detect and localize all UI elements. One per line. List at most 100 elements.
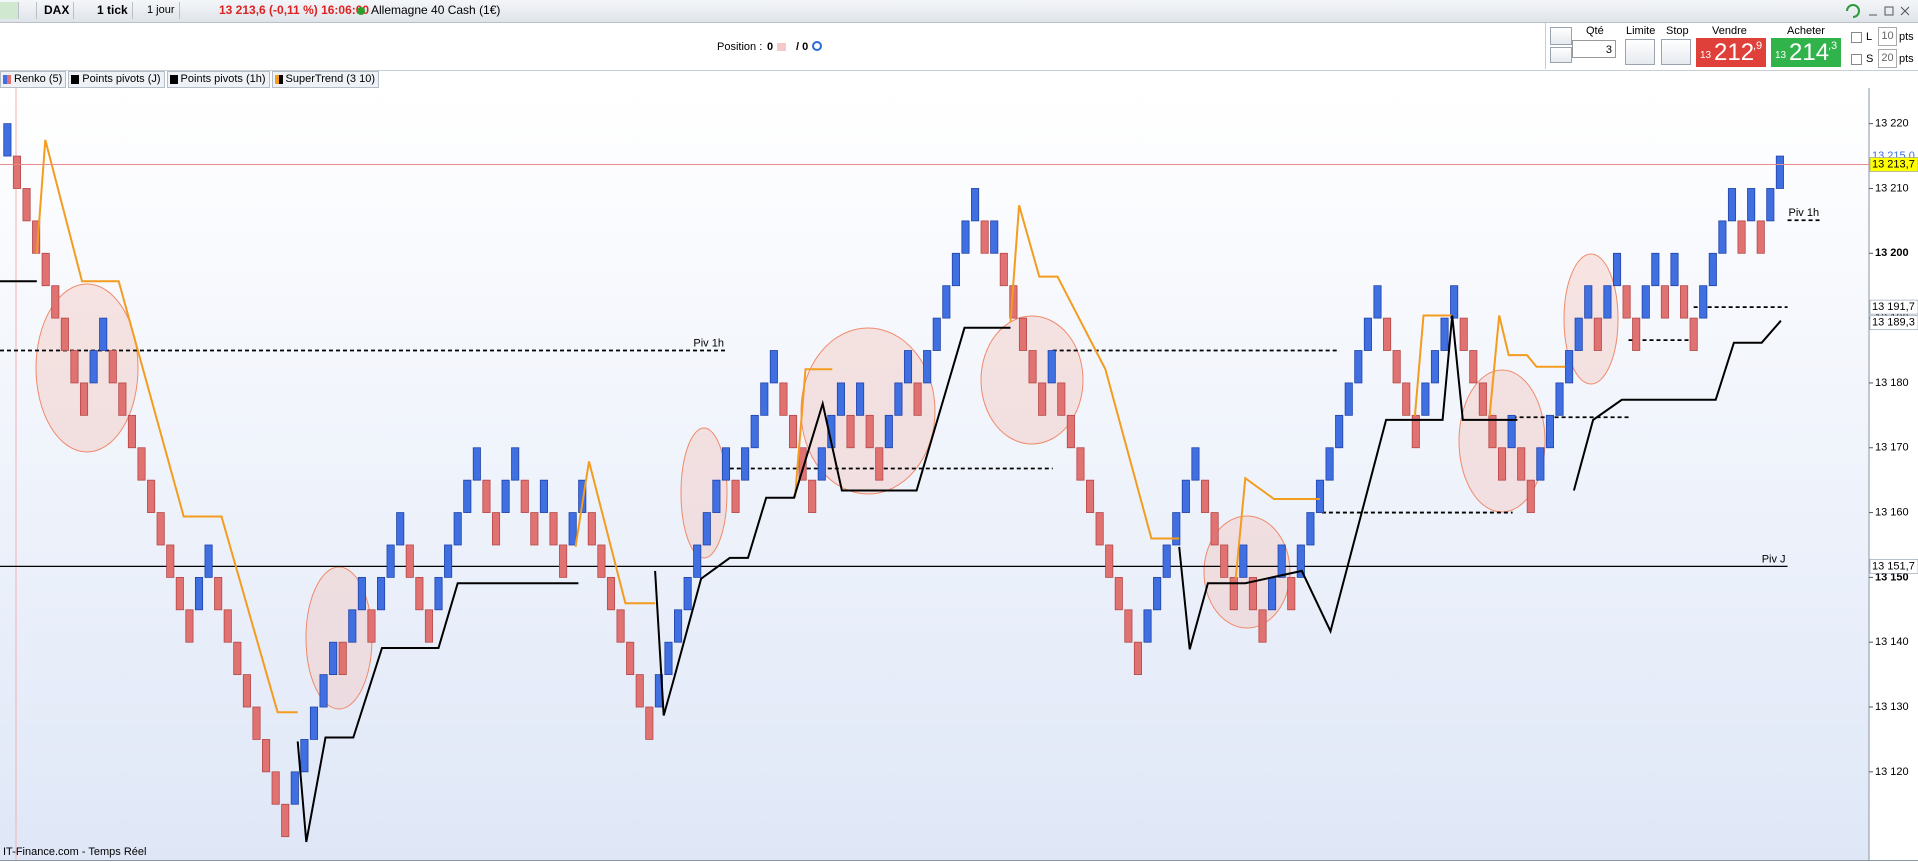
l-input[interactable]: 10 (1878, 27, 1897, 46)
renko-brick (118, 382, 127, 416)
s-input[interactable]: 20 (1878, 49, 1897, 68)
renko-brick (980, 220, 989, 254)
y-tick-label: 13 140 (1875, 636, 1909, 648)
annotation-ellipse[interactable] (680, 427, 728, 559)
renko-brick (204, 544, 213, 578)
position-icon[interactable] (777, 43, 786, 51)
renko-brick (329, 641, 338, 676)
limit-label: Limite (1626, 25, 1656, 37)
price-marker-box (1869, 157, 1918, 172)
renko-brick (578, 479, 587, 513)
renko-brick (1277, 544, 1286, 578)
position-label: Position : (717, 41, 763, 53)
renko-brick (903, 350, 913, 384)
interval[interactable]: 1 tick (93, 2, 133, 19)
renko-brick (338, 641, 347, 676)
tool-button[interactable] (1550, 27, 1572, 45)
sell-button[interactable]: 13 212 ,9 (1696, 38, 1766, 67)
renko-brick (999, 252, 1008, 287)
renko-brick (1229, 576, 1238, 611)
renko-brick (1402, 382, 1411, 416)
legend-item[interactable]: Points pivots (J) (68, 71, 165, 88)
renko-brick (1775, 155, 1784, 189)
renko-brick (1162, 544, 1171, 578)
legend-label: Points pivots (J) (82, 73, 161, 85)
toolbar: DAX 1 tick 1 jour 13 213,6 (-0,11 %) 16:… (0, 0, 1918, 23)
renko-brick (616, 609, 625, 643)
sell-prefix: 13 (1700, 50, 1712, 61)
keyboard-button[interactable] (1550, 47, 1572, 63)
limit-button[interactable] (1625, 39, 1655, 65)
renko-brick (41, 252, 50, 287)
legend-item[interactable]: SuperTrend (3 10) (271, 71, 380, 88)
status-dot (357, 7, 365, 15)
renko-brick (788, 414, 798, 449)
renko-brick (223, 609, 232, 643)
chart-icon[interactable] (0, 2, 19, 19)
stop-button[interactable] (1661, 39, 1691, 65)
renko-brick (779, 382, 788, 416)
renko-brick (549, 512, 558, 546)
refresh-icon[interactable] (1846, 4, 1860, 18)
buy-button[interactable]: 13 214 ,3 (1771, 38, 1841, 67)
renko-brick (1498, 447, 1507, 481)
y-tick-label: 13 160 (1875, 506, 1909, 518)
buy-main: 214 (1789, 39, 1830, 66)
renko-brick (1028, 350, 1037, 384)
renko-brick (1133, 641, 1142, 676)
legend-item[interactable]: Points pivots (1h) (166, 71, 270, 88)
renko-brick (1363, 317, 1372, 351)
quote: 13 213,6 (-0,11 %) 16:06:00 (219, 3, 370, 17)
renko-brick (1200, 479, 1210, 513)
legend-item[interactable]: Renko (5) (0, 71, 67, 88)
y-tick-label: 13 120 (1875, 766, 1909, 778)
symbol[interactable]: DAX (40, 2, 75, 19)
renko-brick (1517, 447, 1526, 481)
renko-brick (281, 803, 290, 838)
renko-brick (1488, 414, 1497, 449)
buy-prefix: 13 (1775, 50, 1787, 61)
maximize[interactable] (1884, 6, 1894, 16)
renko-brick (12, 155, 21, 189)
renko-brick (271, 771, 280, 805)
renko-brick (1718, 220, 1727, 254)
period[interactable]: 1 jour (143, 2, 180, 19)
qty-input[interactable]: 3 (1572, 40, 1616, 58)
buy-decimal: ,3 (1828, 40, 1838, 52)
renko-brick (664, 641, 673, 676)
renko-brick (262, 739, 271, 773)
renko-brick (1584, 285, 1593, 319)
renko-brick (1469, 350, 1478, 384)
renko-brick (501, 479, 510, 513)
renko-brick (1086, 479, 1095, 513)
renko-brick (396, 512, 405, 546)
renko-brick (309, 706, 319, 740)
renko-brick (971, 188, 980, 222)
renko-brick (1459, 317, 1468, 351)
y-tick-label: 13 180 (1875, 377, 1909, 389)
renko-brick (1565, 350, 1574, 384)
l-checkbox[interactable] (1851, 32, 1862, 43)
instrument: Allemagne 40 Cash (1€) (371, 3, 501, 17)
renko-brick (1057, 382, 1066, 416)
close[interactable] (1900, 6, 1910, 16)
renko-brick (108, 350, 117, 384)
price-marker-label: 13 189,3 (1872, 317, 1915, 329)
renko-brick (894, 382, 903, 416)
renko-brick (453, 512, 462, 546)
window-controls[interactable] (1845, 3, 1917, 19)
s-checkbox[interactable] (1851, 54, 1862, 65)
renko-brick (252, 706, 261, 740)
renko-brick (712, 479, 721, 513)
renko-brick (1066, 414, 1075, 449)
renko-brick (1421, 382, 1430, 416)
position-total: / 0 (796, 41, 809, 53)
settings-icon[interactable] (812, 41, 822, 51)
link-icon[interactable] (20, 2, 37, 19)
renko-brick (1153, 576, 1162, 611)
legend-label: Points pivots (1h) (180, 73, 266, 85)
indicator-legend: Renko (5) Points pivots (J) Points pivot… (0, 71, 381, 88)
renko-brick (70, 350, 79, 384)
renko-brick (1747, 188, 1756, 222)
renko-brick (444, 544, 453, 578)
